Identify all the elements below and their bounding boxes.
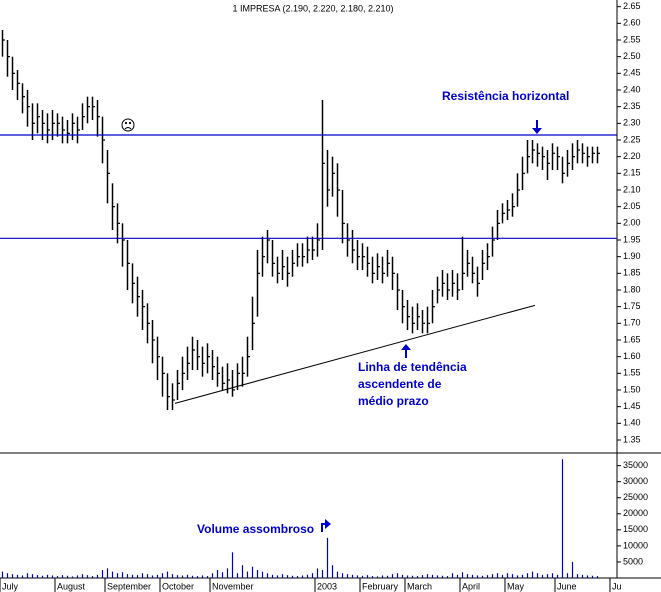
x-tick-label: August: [57, 581, 86, 591]
x-tick-label: October: [162, 581, 194, 591]
y-tick-label: 2.40: [623, 84, 641, 94]
y-tick-label: 2.05: [623, 201, 641, 211]
chart-title: 1 IMPRESA (2.190, 2.220, 2.180, 2.210): [232, 3, 393, 13]
y-tick-label: 2.65: [623, 1, 641, 11]
x-tick-label: November: [212, 581, 254, 591]
y-tick-label: 1.35: [623, 434, 641, 444]
y-tick-label: 2.15: [623, 168, 641, 178]
volume-tick-label: 25000: [623, 492, 648, 502]
volume-tick-label: 20000: [623, 508, 648, 518]
trend-line: [174, 304, 536, 404]
y-tick-label: 2.50: [623, 51, 641, 61]
y-tick-label: 1.80: [623, 284, 641, 294]
y-tick-label: 1.40: [623, 418, 641, 428]
frown-icon: [121, 118, 135, 132]
y-tick-label: 2.10: [623, 184, 641, 194]
y-tick-label: 2.20: [623, 151, 641, 161]
y-tick-label: 1.75: [623, 301, 641, 311]
y-tick-label: 2.35: [623, 101, 641, 111]
y-tick-label: 1.55: [623, 368, 641, 378]
y-tick-label: 1.60: [623, 351, 641, 361]
y-tick-label: 1.65: [623, 334, 641, 344]
x-tick-label: 2003: [317, 581, 337, 591]
y-tick-label: 2.25: [623, 134, 641, 144]
x-tick-label: March: [407, 581, 432, 591]
annotation: ascendente de: [358, 377, 442, 391]
volume-tick-label: 5000: [623, 556, 643, 566]
y-tick-label: 2.60: [623, 18, 641, 28]
y-tick-label: 1.45: [623, 401, 641, 411]
y-tick-label: 1.85: [623, 268, 641, 278]
y-tick-label: 1.50: [623, 384, 641, 394]
y-tick-label: 2.00: [623, 218, 641, 228]
annotation: Resistência horizontal: [442, 89, 569, 103]
y-tick-label: 1.90: [623, 251, 641, 261]
annotation: Linha de tendência: [358, 360, 467, 374]
x-tick-label: May: [507, 581, 525, 591]
volume-tick-label: 35000: [623, 460, 648, 470]
x-tick-label: July: [2, 581, 19, 591]
x-tick-label: April: [462, 581, 480, 591]
x-tick-label: Ju: [612, 581, 622, 591]
arrows: [321, 120, 542, 532]
volume-tick-label: 10000: [623, 540, 648, 550]
y-tick-label: 2.30: [623, 118, 641, 128]
x-tick-label: February: [362, 581, 399, 591]
y-tick-label: 2.45: [623, 68, 641, 78]
y-tick-label: 2.55: [623, 34, 641, 44]
volume-tick-label: 15000: [623, 524, 648, 534]
annotation: médio prazo: [358, 394, 429, 408]
x-tick-label: September: [107, 581, 151, 591]
volume-tick-label: 30000: [623, 476, 648, 486]
y-tick-label: 1.70: [623, 318, 641, 328]
y-tick-label: 1.95: [623, 234, 641, 244]
x-tick-label: June: [557, 581, 577, 591]
annotation: Volume assombroso: [197, 522, 314, 536]
